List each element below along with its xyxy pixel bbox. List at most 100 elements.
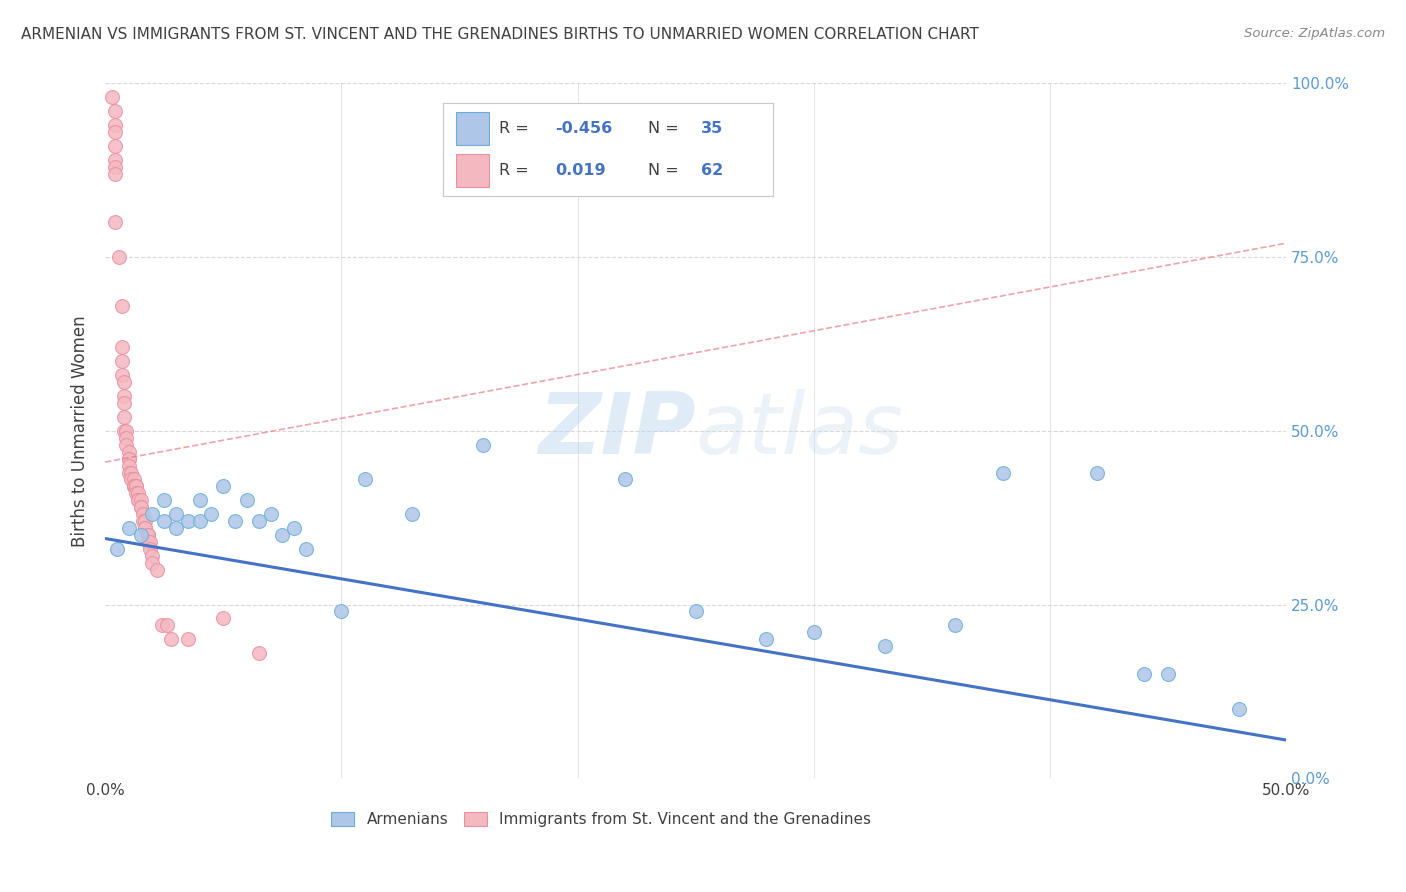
Point — [259, 507, 281, 521]
Point — [212, 479, 235, 493]
Point — [472, 438, 495, 452]
Point — [991, 466, 1014, 480]
Point — [132, 507, 155, 521]
Point — [136, 528, 159, 542]
Point — [112, 409, 135, 424]
Point — [104, 153, 127, 167]
Point — [120, 473, 142, 487]
Point — [125, 479, 148, 493]
Point — [134, 521, 156, 535]
Point — [247, 514, 270, 528]
Point — [127, 493, 149, 508]
Point — [141, 556, 163, 570]
Point — [122, 479, 145, 493]
Point — [104, 215, 127, 229]
Point — [803, 625, 825, 640]
Point — [120, 466, 142, 480]
Point — [118, 444, 141, 458]
Point — [104, 118, 127, 132]
Point — [755, 632, 778, 647]
Text: R =: R = — [499, 163, 534, 178]
Point — [141, 549, 163, 563]
Point — [1157, 667, 1180, 681]
Point — [943, 618, 966, 632]
Point — [104, 160, 127, 174]
Point — [104, 167, 127, 181]
Point — [112, 424, 135, 438]
Point — [104, 104, 127, 119]
Point — [139, 541, 162, 556]
Point — [129, 500, 152, 515]
Point — [165, 521, 187, 535]
Point — [112, 389, 135, 403]
Point — [136, 535, 159, 549]
Point — [236, 493, 259, 508]
Point — [165, 507, 187, 521]
Point — [112, 375, 135, 389]
Point — [160, 632, 183, 647]
Point — [224, 514, 246, 528]
Point — [685, 605, 707, 619]
Text: Source: ZipAtlas.com: Source: ZipAtlas.com — [1244, 27, 1385, 40]
Point — [118, 451, 141, 466]
Point — [122, 479, 145, 493]
Point — [125, 479, 148, 493]
Point — [1133, 667, 1156, 681]
Point — [127, 486, 149, 500]
Point — [283, 521, 305, 535]
Point — [401, 507, 423, 521]
Text: R =: R = — [499, 121, 534, 136]
Point — [136, 528, 159, 542]
Text: N =: N = — [648, 121, 683, 136]
Point — [111, 368, 134, 383]
Point — [1227, 702, 1250, 716]
Point — [153, 514, 176, 528]
Point — [104, 125, 127, 139]
Point — [153, 493, 176, 508]
Point — [115, 424, 138, 438]
Point — [146, 563, 169, 577]
Point — [200, 507, 222, 521]
Point — [132, 514, 155, 528]
Point — [125, 486, 148, 500]
Point — [115, 431, 138, 445]
Point — [118, 458, 141, 473]
Point — [139, 535, 162, 549]
Point — [112, 396, 135, 410]
Text: N =: N = — [648, 163, 683, 178]
Point — [105, 541, 128, 556]
Point — [129, 493, 152, 508]
Point — [177, 632, 200, 647]
FancyBboxPatch shape — [456, 154, 489, 187]
Text: atlas: atlas — [696, 389, 904, 473]
Point — [115, 438, 138, 452]
Point — [122, 473, 145, 487]
Text: ARMENIAN VS IMMIGRANTS FROM ST. VINCENT AND THE GRENADINES BIRTHS TO UNMARRIED W: ARMENIAN VS IMMIGRANTS FROM ST. VINCENT … — [21, 27, 979, 42]
Point — [111, 354, 134, 368]
Point — [134, 521, 156, 535]
Point — [613, 473, 636, 487]
Point — [141, 507, 163, 521]
Point — [129, 500, 152, 515]
Point — [118, 451, 141, 466]
Point — [118, 521, 141, 535]
Point — [330, 605, 353, 619]
FancyBboxPatch shape — [456, 112, 489, 145]
Point — [188, 493, 211, 508]
Point — [873, 639, 896, 653]
Point — [104, 139, 127, 153]
Point — [101, 90, 124, 104]
Point — [122, 479, 145, 493]
Point — [111, 341, 134, 355]
Text: -0.456: -0.456 — [555, 121, 613, 136]
Point — [1085, 466, 1108, 480]
Point — [150, 618, 173, 632]
Point — [177, 514, 200, 528]
Text: 0.019: 0.019 — [555, 163, 606, 178]
Point — [354, 473, 377, 487]
Point — [188, 514, 211, 528]
Point — [127, 493, 149, 508]
Point — [156, 618, 179, 632]
Point — [212, 611, 235, 625]
Text: 62: 62 — [700, 163, 723, 178]
